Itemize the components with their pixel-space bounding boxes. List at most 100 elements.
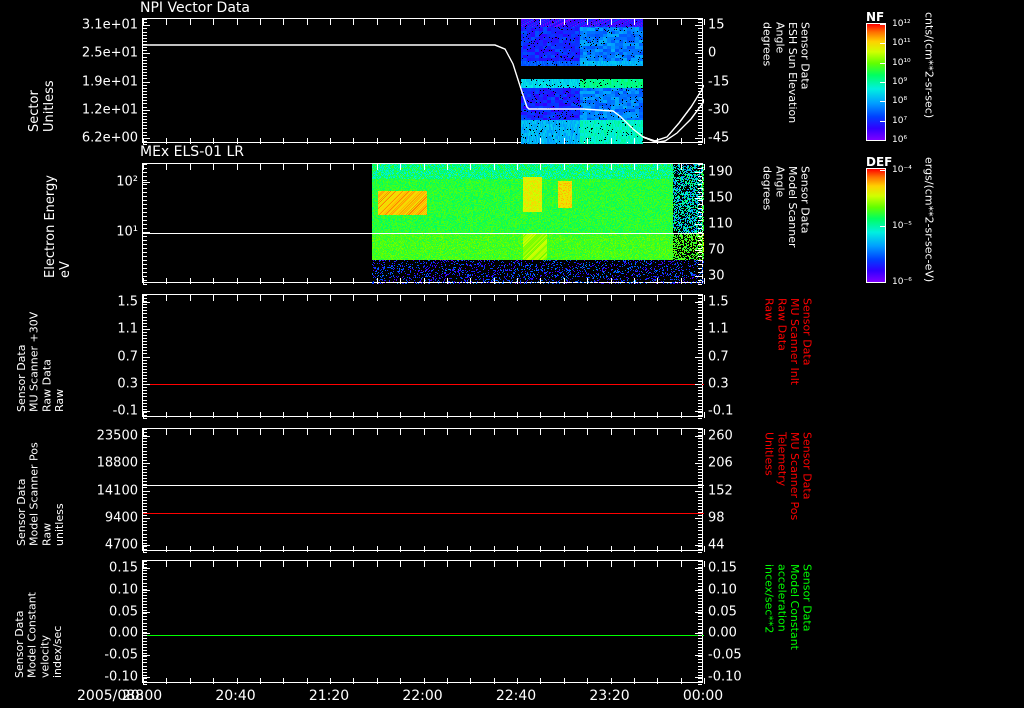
model-scanner-pos-white-trace xyxy=(143,485,704,486)
axis-minor-tick xyxy=(143,106,147,108)
xaxis-tick-mark xyxy=(213,19,215,25)
xaxis-tick-mark xyxy=(400,412,402,418)
plot-panel-model-constant[interactable]: 0.15 0.10 0.05 0.00 -0.05 -0.10 0.15 0.10 0.05 0… xyxy=(104,560,742,685)
xaxis-tick-mark xyxy=(657,561,659,567)
xaxis-tick-mark xyxy=(704,164,705,170)
xaxis-tick-mark xyxy=(423,561,425,567)
axis-minor-tick xyxy=(698,128,702,130)
xaxis-tick-mark xyxy=(517,164,518,170)
axis-minor-tick xyxy=(143,619,147,621)
xaxis-tick-mark xyxy=(283,429,285,435)
axis-minor-tick xyxy=(698,106,702,108)
axis-tick-label: 6.2e+00 xyxy=(81,130,138,146)
axis-minor-tick xyxy=(698,387,702,389)
axis-tick-label: -0.05 xyxy=(104,647,138,663)
xaxis-tick-mark xyxy=(517,278,518,284)
axis-minor-tick xyxy=(143,459,147,461)
axis-minor-tick xyxy=(698,465,702,467)
axis-minor-tick xyxy=(143,408,147,410)
axis-tick-mark xyxy=(695,611,702,613)
axis-minor-tick xyxy=(698,232,702,233)
xaxis-tick-mark xyxy=(306,546,308,552)
colorbar-tick-mark xyxy=(880,82,886,83)
axis-minor-tick xyxy=(698,576,702,578)
xaxis-tick-mark xyxy=(330,138,331,144)
axis-tick-label: 0.15 xyxy=(708,560,737,576)
xaxis-tick-mark xyxy=(587,278,589,284)
axis-minor-tick xyxy=(698,610,702,612)
mu-scanner-30v-trace xyxy=(143,384,704,385)
axis-minor-tick xyxy=(143,668,147,670)
axis-minor-tick xyxy=(143,304,147,306)
axis-minor-tick xyxy=(698,634,702,636)
xaxis-tick-mark xyxy=(283,561,285,567)
axis-tick-label: 9400 xyxy=(104,510,138,526)
axis-minor-tick xyxy=(698,521,702,523)
plot-panel-els[interactable]: 10² 10¹ 190 150 110 70 30 xyxy=(116,163,733,285)
axis-minor-tick xyxy=(143,496,147,498)
xaxis-tick-mark xyxy=(563,546,565,552)
axis-minor-tick xyxy=(698,100,702,102)
axis-minor-tick xyxy=(143,25,147,27)
axis-minor-tick xyxy=(143,328,147,330)
xaxis-tick-mark xyxy=(306,412,308,418)
axis-minor-tick xyxy=(143,131,147,133)
xaxis-tick-mark xyxy=(423,429,425,435)
xaxis-tick-mark xyxy=(470,278,472,284)
xaxis-tick-mark xyxy=(517,429,518,435)
axis-minor-tick xyxy=(698,487,702,489)
axis-minor-tick xyxy=(143,65,147,67)
panel-title-npi: NPI Vector Data xyxy=(140,0,250,16)
plot-panel-mu-scanner-30v[interactable]: 1.5 1.1 0.7 0.3 -0.1 1.5 1.1 0.7 0.3 -0.1 xyxy=(113,294,733,419)
axis-minor-tick xyxy=(143,94,147,95)
axis-minor-tick xyxy=(698,137,702,139)
xaxis-tick-mark xyxy=(283,138,285,144)
xaxis-tick-mark xyxy=(446,412,448,418)
axis-minor-tick xyxy=(698,244,702,245)
xaxis-tick-mark xyxy=(423,295,425,301)
def-colorbar[interactable] xyxy=(866,168,886,283)
axis-minor-tick xyxy=(143,144,147,145)
colorbar-tick-mark xyxy=(880,282,886,283)
axis-minor-tick xyxy=(698,172,702,173)
axis-tick-mark xyxy=(695,198,702,199)
axis-minor-tick xyxy=(143,341,147,343)
xaxis-tick-mark xyxy=(213,561,215,567)
xaxis-tick-mark xyxy=(259,561,261,567)
axis-tick-label: 0 xyxy=(708,45,717,61)
xaxis-tick-mark xyxy=(633,278,635,284)
xaxis-tick-mark xyxy=(610,412,612,418)
axis-tick-mark xyxy=(695,436,702,437)
axis-minor-tick xyxy=(698,368,702,370)
axis-minor-tick xyxy=(143,204,147,205)
axis-tick-label: 1.5 xyxy=(708,294,729,310)
xaxis-tick-mark xyxy=(259,295,261,301)
axis-minor-tick xyxy=(698,405,702,407)
axis-minor-tick xyxy=(698,284,702,285)
axis-minor-tick xyxy=(143,184,147,185)
axis-minor-tick xyxy=(698,591,702,593)
xaxis-tick-mark xyxy=(517,412,518,418)
axis-minor-tick xyxy=(143,594,147,596)
axis-minor-tick xyxy=(698,325,702,327)
xaxis-tick-mark xyxy=(400,546,402,552)
axis-minor-tick xyxy=(143,125,147,127)
axis-minor-tick xyxy=(143,438,147,440)
axis-minor-tick xyxy=(143,37,147,39)
axis-minor-tick xyxy=(698,268,702,269)
plot-panel-model-scanner-pos[interactable]: 23500 18800 14100 9400 4700 260 206 152 98 44 xyxy=(97,428,733,553)
axis-minor-tick xyxy=(143,272,147,273)
plot-panel-npi[interactable]: 3.1e+01 2.5e+01 1.9e+01 1.2e+01 6.2e+00 15 0 -… xyxy=(82,18,729,145)
axis-tick-label: 206 xyxy=(708,455,733,471)
axis-minor-tick xyxy=(698,414,702,416)
axis-minor-tick xyxy=(143,484,147,486)
xaxis-tick-mark xyxy=(330,678,331,684)
xaxis-tick-mark xyxy=(143,429,144,435)
axis-minor-tick xyxy=(143,656,147,658)
xaxis-tick-mark xyxy=(376,19,378,25)
axis-minor-tick xyxy=(143,591,147,593)
axis-minor-tick xyxy=(698,50,702,52)
axis-minor-tick xyxy=(698,468,702,470)
axis-minor-tick xyxy=(698,236,702,237)
xaxis-tick-mark xyxy=(283,295,285,301)
